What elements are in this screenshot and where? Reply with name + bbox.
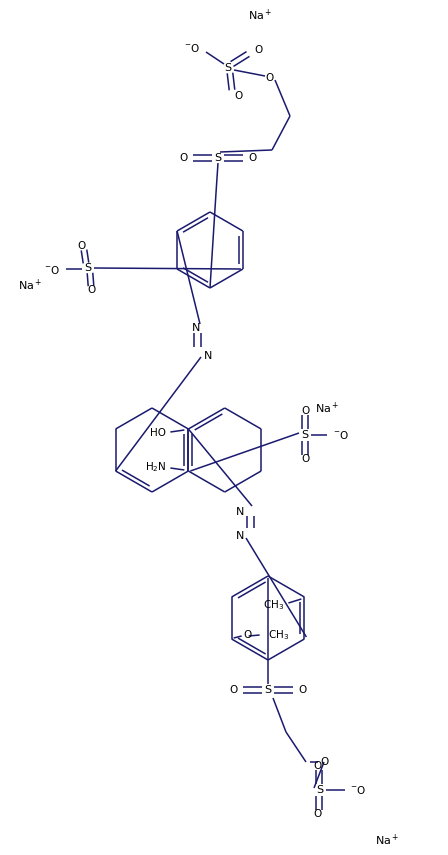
Text: O: O [234, 91, 242, 101]
Text: O: O [314, 761, 322, 771]
Text: S: S [264, 685, 271, 695]
Text: S: S [316, 785, 323, 795]
Text: O: O [298, 685, 306, 695]
Text: Na$^+$: Na$^+$ [18, 277, 43, 292]
Text: N: N [236, 507, 244, 517]
Text: O: O [248, 153, 256, 163]
Text: $^{-}$O: $^{-}$O [333, 429, 349, 441]
Text: O: O [301, 454, 309, 464]
Text: O: O [266, 73, 274, 83]
Text: O: O [88, 285, 96, 295]
Text: N: N [236, 531, 244, 541]
Text: S: S [224, 63, 232, 73]
Text: H$_2$N: H$_2$N [145, 460, 166, 474]
Text: HO: HO [151, 428, 166, 438]
Text: O: O [180, 153, 188, 163]
Text: O: O [78, 241, 86, 251]
Text: $^{-}$O: $^{-}$O [350, 784, 366, 796]
Text: O: O [244, 630, 252, 640]
Text: O: O [254, 45, 262, 55]
Text: S: S [302, 430, 309, 440]
Text: O: O [230, 685, 238, 695]
Text: O: O [314, 809, 322, 819]
Text: $^{-}$O: $^{-}$O [184, 42, 200, 54]
Text: N: N [204, 351, 212, 361]
Text: N: N [192, 323, 200, 333]
Text: $^{-}$O: $^{-}$O [44, 264, 60, 276]
Text: Na$^+$: Na$^+$ [248, 8, 272, 22]
Text: Na$^+$: Na$^+$ [375, 833, 399, 847]
Text: CH$_3$: CH$_3$ [267, 628, 289, 642]
Text: S: S [215, 153, 222, 163]
Text: Na$^+$: Na$^+$ [315, 400, 340, 416]
Text: O: O [301, 406, 309, 416]
Text: O: O [320, 757, 328, 767]
Text: S: S [84, 263, 91, 273]
Text: CH$_3$: CH$_3$ [263, 598, 284, 612]
